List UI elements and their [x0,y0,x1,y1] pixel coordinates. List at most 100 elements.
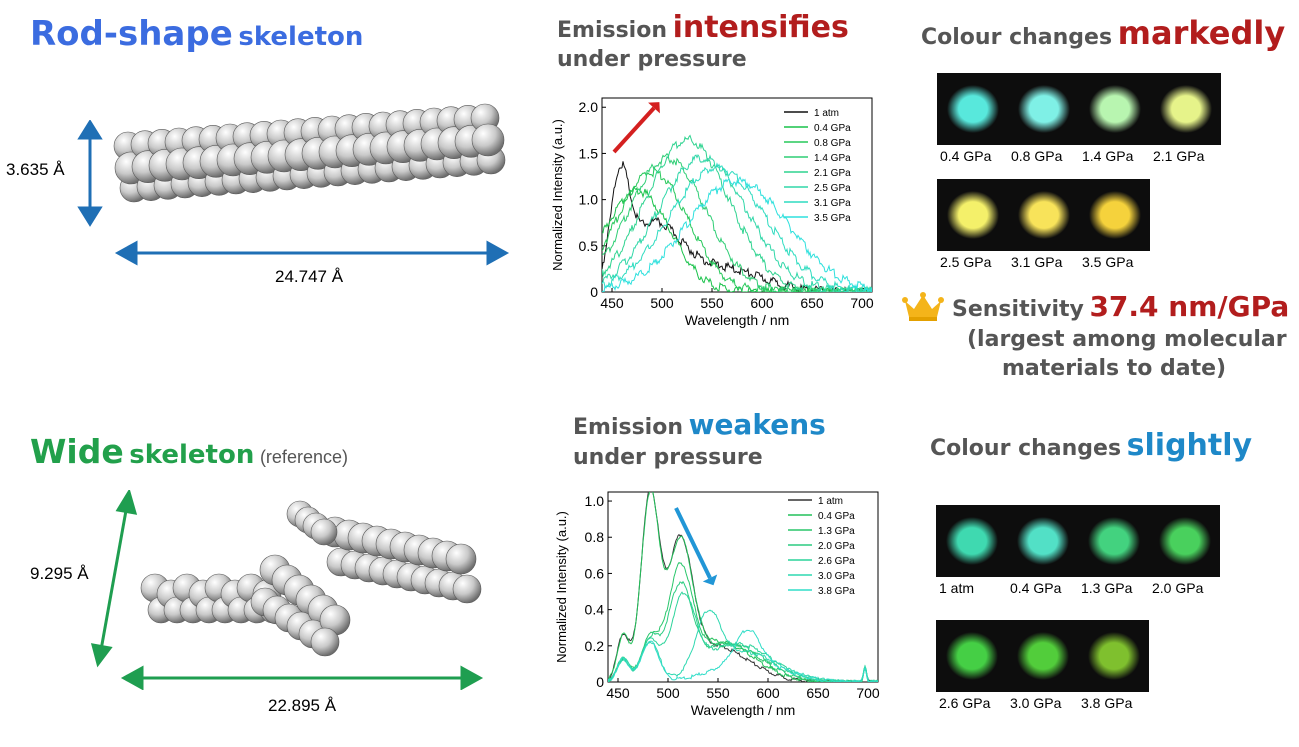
bottom-colour-title: Colour changes slightly [930,428,1252,463]
bottom-colour-keyword: slightly [1126,428,1253,463]
bottom-title-strong: Wide [30,432,124,471]
legend-entry: 3.8 GPa [818,586,855,597]
top-emission-prefix: Emission [557,18,667,43]
legend-entry: 2.5 GPa [814,183,851,194]
x-tick-label: 550 [706,685,730,701]
bottom-photo-caption: 2.0 GPa [1152,580,1204,596]
wide-atom [310,627,340,657]
x-tick-label: 700 [850,295,874,311]
trend-arrow [674,507,712,579]
bottom-photo-caption: 1 atm [939,580,975,596]
legend-entry: 0.4 GPa [814,123,851,134]
wide-atom [445,543,477,575]
series-line [602,176,872,292]
bottom-crystal-photo [1080,620,1148,692]
legend-entry: 2.1 GPa [814,168,851,179]
y-tick-label: 0.4 [585,602,605,618]
plot-frame [601,97,873,293]
bottom-title-note: (reference) [259,447,348,467]
y-tick-label: 1.0 [585,493,605,509]
top-photo-caption: 3.1 GPa [1011,254,1063,270]
x-tick-label: 600 [756,685,780,701]
top-photo-caption: 2.5 GPa [940,254,992,270]
bottom-crystal-photo [1080,505,1148,577]
x-tick-label: 450 [600,295,624,311]
bottom-photo-caption: 2.6 GPa [939,695,991,711]
x-tick-label: 700 [856,685,880,701]
bottom-width-label: 22.895 Å [268,696,337,715]
top-width-label: 24.747 Å [275,267,344,286]
x-tick-label: 550 [700,295,724,311]
bottom-dimension-arrows [90,490,484,690]
top-crystal-photo [1010,179,1078,251]
legend-entry: 3.0 GPa [818,571,855,582]
top-crystal-photo [1010,73,1078,145]
series-line [602,153,872,292]
y-tick-label: 0.6 [585,565,605,581]
legend-entry: 2.0 GPa [818,541,855,552]
series-line [608,591,878,682]
bottom-title-rest: skeleton [129,440,255,470]
legend-entry: 1 atm [818,496,843,507]
x-tick-label: 650 [800,295,824,311]
x-tick-label: 650 [806,685,830,701]
trend-arrow [612,106,656,154]
y-tick-label: 1.0 [579,192,599,208]
top-title-strong: Rod-shape [30,14,233,54]
y-tick-label: 0.2 [585,638,605,654]
legend-entry: 1 atm [814,108,839,119]
legend-entry: 2.6 GPa [818,556,855,567]
series-line [602,162,872,292]
rod-atom [471,123,505,157]
bottom-crystal-photo [1009,505,1077,577]
series-line [608,629,878,682]
bottom-title: Wide skeleton (reference) [30,432,348,471]
top-crystal-photo [1081,73,1149,145]
bottom-emission-keyword: weakens [688,408,826,441]
series-line [608,561,878,682]
crown-icon [902,292,944,321]
y-axis-label: Normalized Intensity (a.u.) [550,119,565,271]
bottom-photo-caption: 3.0 GPa [1010,695,1062,711]
wide-molecule-image [140,500,482,657]
x-tick-label: 500 [656,685,680,701]
top-emission-title: Emission intensifies [557,10,849,45]
top-colour-keyword: markedly [1117,14,1286,52]
bottom-colour-prefix: Colour changes [930,436,1122,461]
y-tick-label: 0.5 [579,238,599,254]
bottom-photo-caption: 1.3 GPa [1081,580,1133,596]
y-tick-label: 0.8 [585,529,605,545]
y-tick-label: 2.0 [579,99,599,115]
top-crystal-photo [939,73,1007,145]
top-colour-title: Colour changes markedly [921,14,1285,52]
top-crystal-photo [939,179,1007,251]
bottom-crystal-photo [1151,505,1219,577]
legend-entry: 1.3 GPa [818,526,855,537]
series-line [602,161,872,292]
plot-frame [607,491,879,683]
sensitivity-line: Sensitivity 37.4 nm/GPa [952,290,1289,323]
y-axis-label: Normalized Intensity (a.u.) [554,511,569,663]
series-line [602,134,872,292]
sensitivity-note-2: materials to date) [1002,356,1227,381]
bottom-emission-subtitle: under pressure [573,445,763,470]
top-title: Rod-shape skeleton [30,14,363,54]
bottom-emission-prefix: Emission [573,415,683,440]
bottom-height-label: 9.295 Å [30,564,89,583]
top-photo-caption: 0.4 GPa [940,148,992,164]
y-tick-label: 1.5 [579,145,599,161]
top-photo-caption: 0.8 GPa [1011,148,1063,164]
trend-arrow-head [648,102,660,114]
wide-atom [310,518,338,546]
bottom-crystal-photo [1009,620,1077,692]
top-height-label: 3.635 Å [6,160,65,179]
rod-molecule-image [113,103,506,203]
series-line [602,153,872,292]
legend-entry: 0.8 GPa [814,138,851,149]
top-photo-caption: 3.5 GPa [1082,254,1134,270]
sensitivity-value: 37.4 nm/GPa [1089,290,1290,323]
bottom-photo-caption: 3.8 GPa [1081,695,1133,711]
legend-entry: 3.1 GPa [814,198,851,209]
top-crystal-photo [1152,73,1220,145]
top-crystal-photo [1081,179,1149,251]
